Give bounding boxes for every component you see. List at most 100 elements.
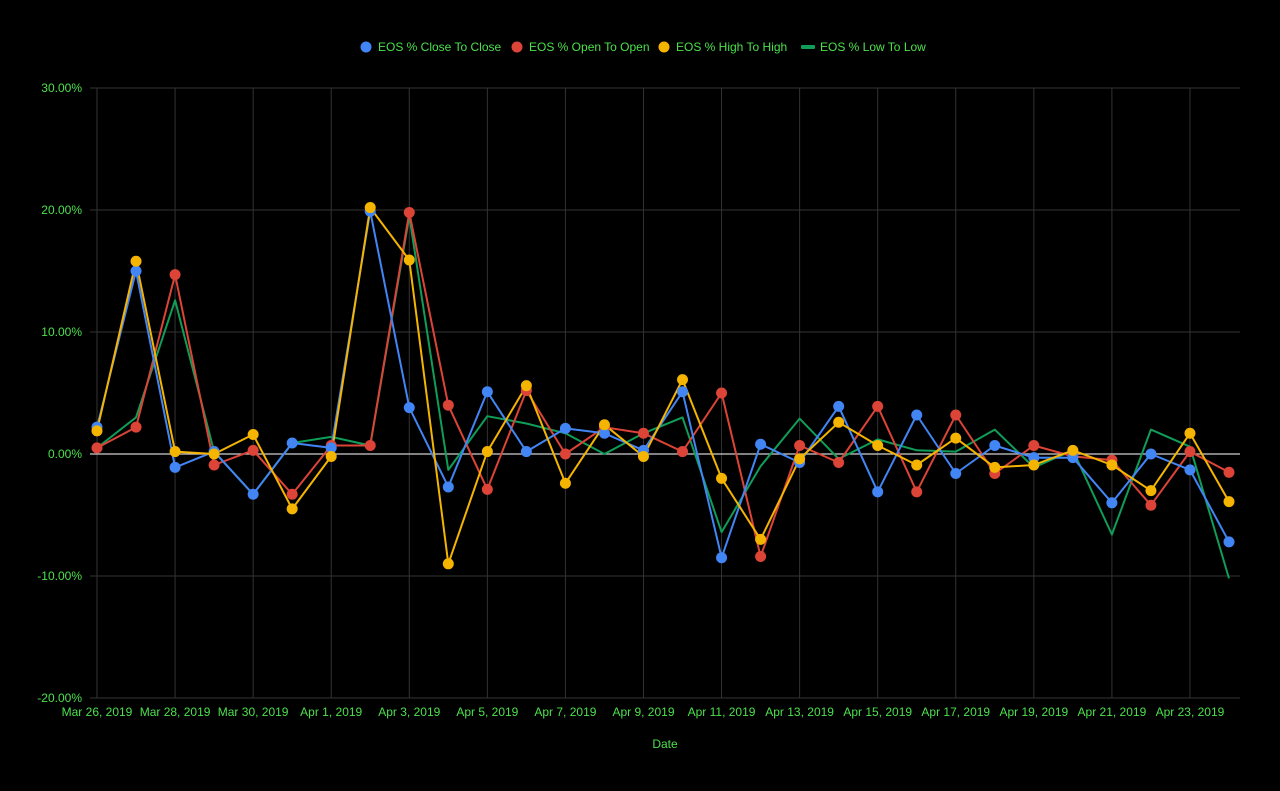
legend-marker xyxy=(658,41,670,53)
data-point[interactable] xyxy=(91,425,103,437)
data-point[interactable] xyxy=(716,552,728,564)
data-point[interactable] xyxy=(169,446,181,458)
legend-label: EOS % Close To Close xyxy=(378,40,501,54)
series-line xyxy=(96,210,1230,559)
x-tick-label: Apr 13, 2019 xyxy=(765,705,834,719)
x-tick-label: Apr 3, 2019 xyxy=(378,705,440,719)
data-point[interactable] xyxy=(559,422,571,434)
data-point[interactable] xyxy=(208,459,220,471)
x-tick-label: Apr 11, 2019 xyxy=(688,705,756,719)
data-point[interactable] xyxy=(989,461,1001,473)
data-point[interactable] xyxy=(911,409,923,421)
data-point[interactable] xyxy=(637,450,649,462)
data-point[interactable] xyxy=(247,488,259,500)
data-point[interactable] xyxy=(1106,459,1118,471)
data-point[interactable] xyxy=(130,265,142,277)
x-axis-title: Date xyxy=(652,737,678,751)
data-point[interactable] xyxy=(598,427,610,439)
data-point[interactable] xyxy=(403,206,415,218)
data-point[interactable] xyxy=(677,446,689,458)
legend: EOS % Close To Close EOS % Open To Open EO… xyxy=(360,40,926,54)
legend-marker xyxy=(360,41,372,53)
series-points xyxy=(91,202,1235,570)
data-point[interactable] xyxy=(559,477,571,489)
data-point[interactable] xyxy=(286,488,298,500)
data-point[interactable] xyxy=(755,550,767,562)
data-point[interactable] xyxy=(325,450,337,462)
data-point[interactable] xyxy=(403,402,415,414)
x-tick-label: Apr 17, 2019 xyxy=(921,705,990,719)
y-tick-label: 30.00% xyxy=(41,81,82,95)
data-point[interactable] xyxy=(130,421,142,433)
data-point[interactable] xyxy=(911,486,923,498)
y-tick-label: -10.00% xyxy=(37,569,82,583)
data-point[interactable] xyxy=(872,439,884,451)
data-point[interactable] xyxy=(169,461,181,473)
data-point[interactable] xyxy=(1145,485,1157,497)
data-point[interactable] xyxy=(950,409,962,421)
series-lines xyxy=(96,206,1230,579)
data-point[interactable] xyxy=(169,269,181,281)
data-point[interactable] xyxy=(911,459,923,471)
data-point[interactable] xyxy=(442,558,454,570)
data-point[interactable] xyxy=(1145,499,1157,511)
data-point[interactable] xyxy=(520,380,532,392)
data-point[interactable] xyxy=(598,419,610,431)
data-point[interactable] xyxy=(208,448,220,460)
data-point[interactable] xyxy=(833,457,845,469)
data-point[interactable] xyxy=(481,386,493,398)
data-point[interactable] xyxy=(1223,466,1235,478)
data-point[interactable] xyxy=(1145,448,1157,460)
y-tick-label: 10.00% xyxy=(41,325,82,339)
data-point[interactable] xyxy=(677,386,689,398)
data-point[interactable] xyxy=(950,468,962,480)
data-point[interactable] xyxy=(1184,427,1196,439)
data-point[interactable] xyxy=(481,446,493,458)
data-point[interactable] xyxy=(637,427,649,439)
data-point[interactable] xyxy=(91,442,103,454)
data-point[interactable] xyxy=(677,374,689,386)
data-point[interactable] xyxy=(481,483,493,495)
data-point[interactable] xyxy=(1028,459,1040,471)
data-point[interactable] xyxy=(716,472,728,484)
data-point[interactable] xyxy=(520,446,532,458)
data-point[interactable] xyxy=(833,400,845,412)
data-point[interactable] xyxy=(794,453,806,465)
legend-marker xyxy=(801,45,815,49)
data-point[interactable] xyxy=(950,432,962,444)
data-point[interactable] xyxy=(247,428,259,440)
data-point[interactable] xyxy=(755,533,767,545)
data-point[interactable] xyxy=(442,481,454,493)
data-point[interactable] xyxy=(755,438,767,450)
data-point[interactable] xyxy=(286,437,298,449)
y-tick-label: 0.00% xyxy=(48,447,82,461)
y-tick-label: 20.00% xyxy=(41,203,82,217)
data-point[interactable] xyxy=(325,442,337,454)
data-point[interactable] xyxy=(1223,496,1235,508)
data-point[interactable] xyxy=(872,486,884,498)
series-line xyxy=(96,206,1230,565)
data-point[interactable] xyxy=(403,254,415,266)
series-line xyxy=(96,211,1230,558)
data-point[interactable] xyxy=(794,439,806,451)
data-point[interactable] xyxy=(364,439,376,451)
data-point[interactable] xyxy=(1106,497,1118,509)
x-tick-label: Apr 15, 2019 xyxy=(843,705,912,719)
x-axis-ticks: Mar 26, 2019 Mar 28, 2019 Mar 30, 2019 Apr … xyxy=(62,705,1225,719)
data-point[interactable] xyxy=(1028,439,1040,451)
data-point[interactable] xyxy=(1184,464,1196,476)
data-point[interactable] xyxy=(833,416,845,428)
data-point[interactable] xyxy=(559,448,571,460)
data-point[interactable] xyxy=(716,387,728,399)
data-point[interactable] xyxy=(364,202,376,214)
data-point[interactable] xyxy=(1184,446,1196,458)
data-point[interactable] xyxy=(1223,536,1235,548)
data-point[interactable] xyxy=(286,503,298,515)
data-point[interactable] xyxy=(130,255,142,267)
data-point[interactable] xyxy=(442,399,454,411)
data-point[interactable] xyxy=(1067,444,1079,456)
data-point[interactable] xyxy=(247,444,259,456)
data-point[interactable] xyxy=(872,400,884,412)
data-point[interactable] xyxy=(989,439,1001,451)
